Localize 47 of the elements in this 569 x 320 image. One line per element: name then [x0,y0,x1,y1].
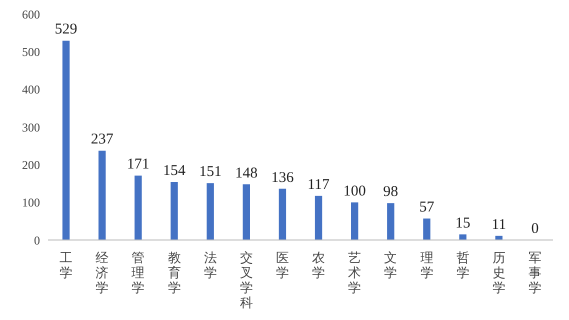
data-label: 151 [199,164,222,180]
bar [206,183,214,240]
y-tick-label: 0 [34,233,40,248]
data-label: 57 [419,200,435,216]
x-tick-label: 农学 [312,251,326,281]
x-tick-label: 理学 [420,251,434,281]
bar [423,218,430,240]
bar [170,182,178,240]
data-label: 15 [455,215,470,232]
bar [98,150,106,240]
bar [314,196,322,240]
bar [351,202,358,240]
x-tick-label: 交叉学科 [240,250,253,311]
x-tick-label: 经济学 [96,251,109,296]
data-label: 529 [54,22,78,38]
x-tick-label: 法学 [204,251,217,281]
x-tick-label: 军事学 [528,251,542,296]
y-tick-label: 100 [22,196,40,210]
x-tick-label: 医学 [276,251,289,281]
data-label: 100 [343,183,366,200]
data-label: 117 [308,176,330,193]
bar [387,203,394,240]
x-tick-label: 历史学 [492,251,506,296]
data-label: 171 [126,156,150,173]
data-label: 0 [531,220,539,237]
x-tick-label: 工学 [60,251,73,281]
bar [278,188,286,240]
data-label: 154 [163,162,186,179]
bar [459,234,466,240]
y-tick-label: 200 [22,158,40,172]
data-label: 148 [235,165,258,182]
bar [242,184,250,240]
x-tick-label: 教育学 [168,251,181,296]
data-label: 136 [271,170,294,186]
x-tick-label: 管理学 [132,251,145,296]
data-label: 11 [492,216,506,233]
y-tick-label: 400 [22,82,40,97]
x-tick-label: 文学 [384,251,398,281]
y-tick-label: 500 [22,44,40,59]
y-tick-label: 600 [22,7,40,22]
data-label: 98 [383,184,398,200]
x-tick-label: 哲学 [456,251,470,281]
y-tick-label: 300 [22,120,40,134]
bar [134,176,142,240]
bar [62,40,70,240]
x-tick-label: 艺术学 [348,251,362,296]
data-label: 237 [90,132,114,148]
